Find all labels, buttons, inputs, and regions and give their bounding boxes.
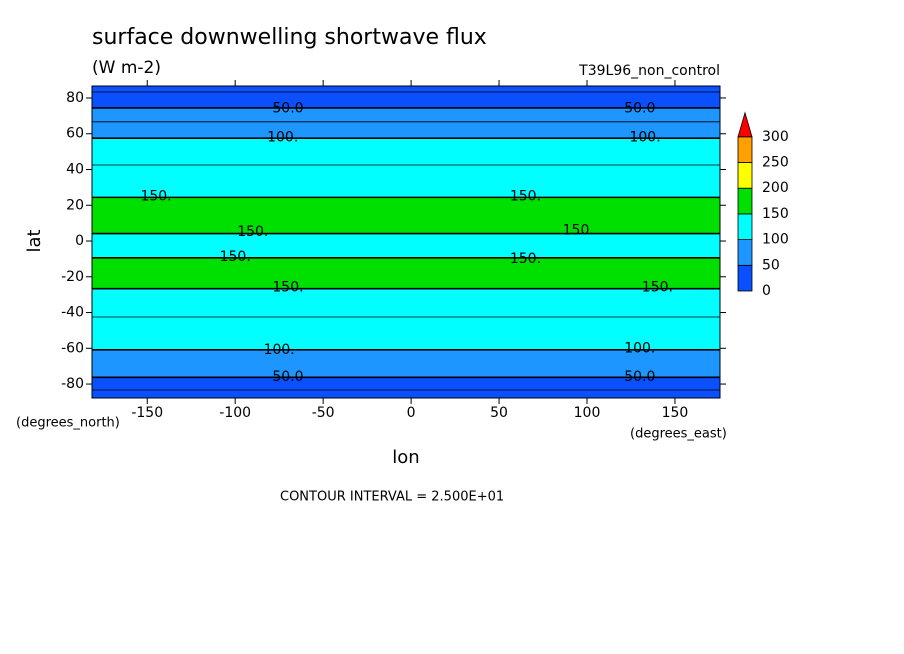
colorbar-label: 300 xyxy=(762,129,789,145)
x-tick-label: 150 xyxy=(662,405,689,421)
fill-band xyxy=(92,288,720,296)
colorbar-label: 250 xyxy=(762,155,789,171)
fill-band xyxy=(92,375,720,378)
y-tick-label: 0 xyxy=(75,233,84,249)
fill-band xyxy=(92,142,720,153)
chart-title: surface downwelling shortwave flux xyxy=(92,25,487,50)
colorbar-swatch xyxy=(737,187,753,215)
colorbar-label: 200 xyxy=(762,180,789,196)
y-tick-label: -60 xyxy=(61,340,84,356)
x-tick-label: 100 xyxy=(574,405,601,421)
y-tick-label: 20 xyxy=(66,197,84,213)
dataset-label: T39L96_non_control xyxy=(578,63,720,79)
x-tick-label: 0 xyxy=(407,405,416,421)
colorbar-swatch xyxy=(737,136,753,163)
contour-label: 50.0 xyxy=(272,101,303,117)
fill-band xyxy=(92,178,720,188)
fill-band xyxy=(92,138,720,144)
contour-label: 100. xyxy=(624,340,655,356)
contour-label: 150. xyxy=(510,188,541,204)
contour-label: 100. xyxy=(267,129,298,145)
colorbar-overflow xyxy=(737,111,753,138)
fill-band xyxy=(92,392,720,398)
y-tick-label: -40 xyxy=(61,305,84,321)
x-tick-label: 50 xyxy=(490,405,508,421)
y-units: (degrees_north) xyxy=(16,416,120,431)
fill-band xyxy=(92,377,720,385)
contour-label: 150. xyxy=(642,280,673,296)
fill-band xyxy=(92,151,720,162)
y-tick-label: -20 xyxy=(61,269,84,285)
colorbar-swatch xyxy=(737,264,753,292)
fill-band xyxy=(92,223,720,233)
contour-label: 150. xyxy=(563,222,594,238)
fill-band xyxy=(92,249,720,259)
colorbar-swatch xyxy=(737,213,753,240)
contour-note: CONTOUR INTERVAL = 2.500E+01 xyxy=(280,490,504,505)
contour-label: 100. xyxy=(264,342,295,358)
fill-band xyxy=(92,133,720,139)
plot-frame xyxy=(91,85,721,399)
fill-band xyxy=(92,339,720,349)
colorbar-swatch xyxy=(737,239,753,266)
fill-band xyxy=(92,276,720,287)
contour-label: 150. xyxy=(220,249,251,265)
x-tick-label: -150 xyxy=(131,405,163,421)
y-axis-label: lat xyxy=(24,229,45,252)
contour-label: 50.0 xyxy=(624,369,655,385)
fill-band xyxy=(92,187,720,197)
contour-label: 100. xyxy=(629,129,660,145)
fill-band xyxy=(92,86,720,90)
fill-band xyxy=(92,294,720,305)
contour-label: 50.0 xyxy=(272,369,303,385)
contour-label: 50.0 xyxy=(624,101,655,117)
fill-band xyxy=(92,366,720,376)
fill-band xyxy=(92,384,720,394)
colorbar-swatch xyxy=(737,162,753,189)
y-tick-label: 60 xyxy=(66,126,84,142)
fill-band xyxy=(92,124,720,135)
fill-band xyxy=(92,267,720,278)
fill-band xyxy=(92,285,720,290)
fill-band xyxy=(92,107,720,117)
fill-band xyxy=(92,197,720,206)
fill-band xyxy=(92,169,720,179)
chart-subtitle: (W m-2) xyxy=(92,58,161,78)
x-tick-label: -100 xyxy=(219,405,251,421)
contour-label: 150. xyxy=(140,188,171,204)
y-tick-label: 40 xyxy=(66,161,84,177)
x-units: (degrees_east) xyxy=(630,427,727,442)
x-axis-label: lon xyxy=(392,447,419,468)
fill-band xyxy=(92,258,720,269)
colorbar-label: 50 xyxy=(762,257,780,273)
y-tick-label: 80 xyxy=(66,90,84,106)
fill-band xyxy=(92,233,720,242)
contour-label: 150. xyxy=(272,280,303,296)
colorbar-label: 150 xyxy=(762,206,789,222)
contour-label: 150. xyxy=(237,224,268,240)
fill-band xyxy=(92,115,720,126)
fill-band xyxy=(92,349,720,358)
x-tick-label: -50 xyxy=(312,405,335,421)
fill-band xyxy=(92,89,720,99)
fill-band xyxy=(92,303,720,314)
fill-band xyxy=(92,205,720,215)
y-tick-label: -80 xyxy=(61,376,84,392)
fill-band xyxy=(92,357,720,367)
contour-label: 150. xyxy=(510,251,541,267)
colorbar-label: 100 xyxy=(762,232,789,248)
fill-band xyxy=(92,330,720,340)
colorbar-label: 0 xyxy=(762,283,771,299)
fill-band xyxy=(92,321,720,331)
fill-band xyxy=(92,214,720,224)
fill-band xyxy=(92,97,720,108)
fill-band xyxy=(92,241,720,251)
